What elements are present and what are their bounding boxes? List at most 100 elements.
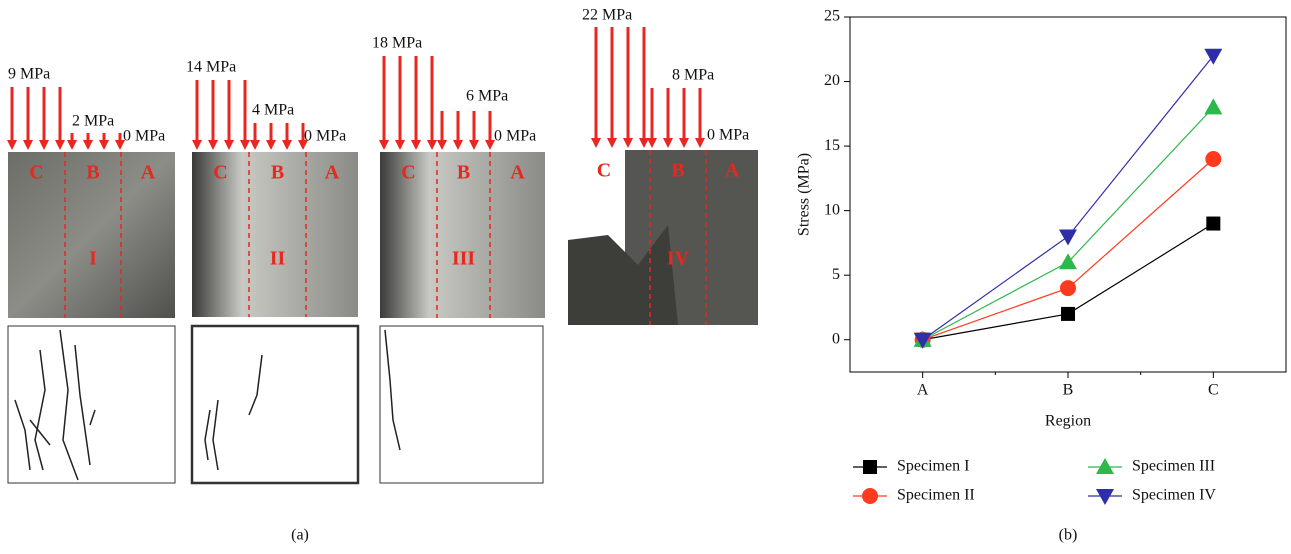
marker xyxy=(862,488,878,504)
y-tick-label: 5 xyxy=(832,266,840,283)
stress-arrow-head xyxy=(83,140,93,150)
marker xyxy=(1206,216,1221,231)
stress-arrow-head xyxy=(395,140,405,150)
marker xyxy=(1061,306,1075,321)
stress-arrow-head xyxy=(379,140,389,150)
stress-label: 8 MPa xyxy=(672,67,714,84)
stress-arrow-head xyxy=(453,140,463,150)
crack xyxy=(384,329,401,451)
stress-arrow-head xyxy=(115,140,125,150)
stress-arrow-head xyxy=(469,140,479,150)
stress-label: 4 MPa xyxy=(252,102,294,119)
region-label: C xyxy=(213,162,227,184)
caption: (b) xyxy=(1059,527,1078,544)
stress-label: 0 MPa xyxy=(494,128,536,145)
legend-label: Specimen II xyxy=(897,487,975,504)
y-tick-label: 10 xyxy=(824,201,840,218)
legend-label: Specimen I xyxy=(897,458,969,475)
marker xyxy=(1204,48,1223,65)
stress-arrow-head xyxy=(695,138,705,148)
stress-arrow-head xyxy=(192,140,202,150)
marker xyxy=(1059,253,1077,270)
stress-label: 0 MPa xyxy=(707,127,749,144)
photo xyxy=(8,152,175,318)
stress-arrow-head xyxy=(411,140,421,150)
x-tick-label: A xyxy=(917,382,929,399)
stress-arrow-head xyxy=(623,138,633,148)
photo xyxy=(192,152,358,317)
y-tick-label: 15 xyxy=(824,137,840,154)
crack xyxy=(34,349,46,471)
region-label: B xyxy=(457,162,470,184)
x-axis-title: Region xyxy=(1045,413,1091,430)
stress-arrow-head xyxy=(224,140,234,150)
marker xyxy=(1059,229,1077,246)
stress-arrow-head xyxy=(663,138,673,148)
crack xyxy=(74,344,91,466)
stress-label: 6 MPa xyxy=(466,88,508,105)
region-label: B xyxy=(271,162,284,184)
crack xyxy=(212,399,219,471)
crack xyxy=(204,409,211,461)
stress-arrow-head xyxy=(427,140,437,150)
region-label: C xyxy=(597,160,611,182)
stress-arrow-head xyxy=(639,138,649,148)
marker xyxy=(913,332,932,349)
stress-arrow-head xyxy=(67,140,77,150)
stress-arrow-head xyxy=(55,140,65,150)
crack-box xyxy=(379,325,544,484)
photo xyxy=(380,152,545,318)
region-label: A xyxy=(725,160,740,182)
x-tick-label: B xyxy=(1063,382,1074,399)
stress-arrow-head xyxy=(298,140,308,150)
stress-arrow-head xyxy=(99,140,109,150)
x-tick-label: C xyxy=(1208,382,1219,399)
stress-label: 2 MPa xyxy=(72,113,114,130)
specimen-label: III xyxy=(452,248,476,270)
series-line xyxy=(922,106,1214,341)
stress-label: 22 MPa xyxy=(582,7,632,24)
marker xyxy=(1096,458,1114,474)
region-label: C xyxy=(401,162,415,184)
region-label: A xyxy=(325,162,340,184)
stress-arrow-head xyxy=(485,140,495,150)
marker xyxy=(1060,280,1076,297)
crack xyxy=(59,329,79,481)
marker xyxy=(863,460,877,474)
specimen-label: IV xyxy=(667,248,690,270)
stress-arrow-head xyxy=(679,138,689,148)
marker xyxy=(1205,151,1222,167)
region-label: A xyxy=(510,162,525,184)
stress-arrow-head xyxy=(437,140,447,150)
marker xyxy=(1204,98,1223,115)
crack xyxy=(14,399,31,471)
caption: (a) xyxy=(291,527,309,544)
stress-arrow-head xyxy=(39,140,49,150)
stress-arrow-head xyxy=(208,140,218,150)
stress-arrow-head xyxy=(607,138,617,148)
stress-label: 0 MPa xyxy=(123,128,165,145)
crack-box xyxy=(190,324,360,485)
stress-arrow-head xyxy=(282,140,292,150)
stress-arrow-head xyxy=(7,140,17,150)
y-tick-label: 20 xyxy=(824,72,840,89)
stress-arrow-head xyxy=(591,138,601,148)
crack xyxy=(29,419,51,446)
photo-rubble xyxy=(568,225,678,325)
specimen-label: I xyxy=(89,248,97,270)
region-label: B xyxy=(671,160,684,182)
stress-arrow-head xyxy=(250,140,260,150)
region-label: A xyxy=(141,162,156,184)
crack xyxy=(89,409,96,426)
stress-label: 9 MPa xyxy=(8,66,50,83)
y-axis-title: Stress (MPa) xyxy=(796,153,813,236)
marker xyxy=(1096,489,1114,505)
stress-label: 14 MPa xyxy=(186,59,236,76)
stress-arrow-head xyxy=(266,140,276,150)
stress-arrow-head xyxy=(23,140,33,150)
y-tick-label: 0 xyxy=(832,330,840,347)
stress-arrow-head xyxy=(240,140,250,150)
y-tick-label: 25 xyxy=(824,8,840,25)
crack-box xyxy=(7,325,176,484)
